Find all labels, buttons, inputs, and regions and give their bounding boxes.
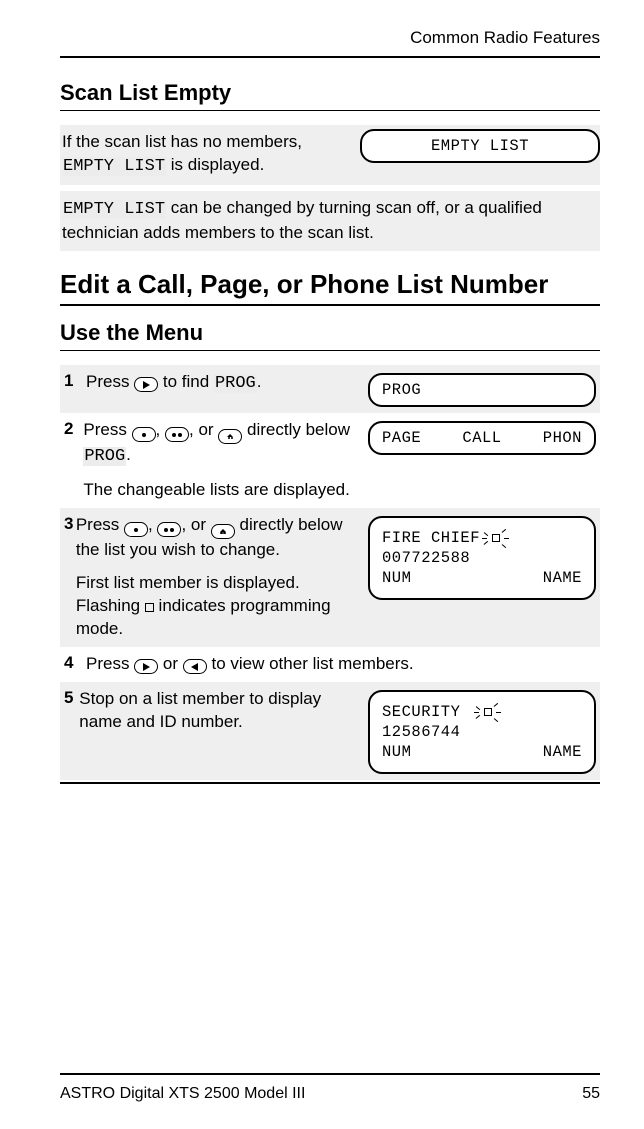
lcd-text: SECURITY <box>382 703 472 721</box>
text-fragment: If the scan list has no members, <box>62 132 302 151</box>
key-dot-icon <box>124 522 148 537</box>
lcd-fire-chief: FIRE CHIEF 007722588 NUM NAME <box>368 516 596 600</box>
lcd-text: 12586744 <box>382 723 460 741</box>
rule-end <box>60 782 600 784</box>
text-fragment: , or <box>189 420 218 439</box>
text-fragment: Press <box>83 420 131 439</box>
lcd-text: FIRE CHIEF <box>382 529 480 547</box>
lcd-empty-list: EMPTY LIST <box>360 129 600 163</box>
step-body-p2: The changeable lists are displayed. <box>83 479 364 502</box>
flash-icon <box>478 705 498 719</box>
lcd-security: SECURITY 12586744 NUM NAME <box>368 690 596 774</box>
lcd-text: PROG <box>382 381 421 399</box>
key-nav-left-icon <box>183 659 207 674</box>
text-fragment: is displayed. <box>166 155 264 174</box>
section1-title: Scan List Empty <box>60 80 600 106</box>
section1-para1: If the scan list has no members, EMPTY L… <box>60 125 350 185</box>
chapter-header: Common Radio Features <box>60 28 600 48</box>
step-2: 2 Press , , or directly below PROG. The … <box>60 413 600 508</box>
key-tri-icon <box>218 429 242 444</box>
step-3: 3 Press , , or directly below the list y… <box>60 508 600 647</box>
step-num: 3 <box>64 514 76 641</box>
text-fragment: , <box>148 515 157 534</box>
lcd-text: NUM <box>382 569 411 587</box>
text-fragment: , <box>156 420 165 439</box>
section2-subtitle: Use the Menu <box>60 320 600 346</box>
text-fragment: , or <box>181 515 210 534</box>
key-dotdot-icon <box>157 522 181 537</box>
text-fragment: . <box>126 445 131 464</box>
step-5: 5 Stop on a list member to display name … <box>60 682 600 780</box>
text-fragment: Press <box>76 515 124 534</box>
step-4: 4 Press or to view other list members. <box>60 647 600 682</box>
section1-para1-row: If the scan list has no members, EMPTY L… <box>60 125 600 185</box>
code-prog: PROG <box>214 374 257 393</box>
key-dot-icon <box>132 427 156 442</box>
step-body-p: Stop on a list member to display name an… <box>79 688 364 734</box>
text-fragment: . <box>257 372 262 391</box>
page-footer: ASTRO Digital XTS 2500 Model III 55 <box>60 1085 600 1103</box>
step-num: 5 <box>64 688 79 734</box>
key-nav-right-icon <box>134 377 158 392</box>
programming-box-icon <box>145 603 154 612</box>
step-num: 4 <box>64 653 86 676</box>
rule-sect1 <box>60 110 600 111</box>
footer-page-number: 55 <box>582 1085 600 1103</box>
text-fragment: to find <box>158 372 214 391</box>
rule-footer <box>60 1073 600 1075</box>
text-fragment: Press <box>86 372 134 391</box>
code-empty-list: EMPTY LIST <box>62 157 166 176</box>
lcd-text: NAME <box>543 569 582 587</box>
code-prog: PROG <box>83 447 126 466</box>
code-empty-list: EMPTY LIST <box>62 200 166 219</box>
step-num: 2 <box>64 419 83 502</box>
key-nav-right-icon <box>134 659 158 674</box>
rule-sect2b <box>60 350 600 351</box>
step-1: 1 Press to find PROG. PROG <box>60 365 600 413</box>
lcd-text: EMPTY LIST <box>431 137 529 155</box>
lcd-text: PAGE <box>382 429 421 447</box>
lcd-text: 007722588 <box>382 549 470 567</box>
lcd-text: CALL <box>462 429 501 447</box>
lcd-text: PHON <box>543 429 582 447</box>
key-dotdot-icon <box>165 427 189 442</box>
lcd-page-call-phon: PAGE CALL PHON <box>368 421 596 455</box>
text-fragment: directly below <box>242 420 350 439</box>
rule-top <box>60 56 600 58</box>
key-tri-icon <box>211 524 235 539</box>
step-num: 1 <box>64 371 86 396</box>
section1-display-col: EMPTY LIST <box>360 125 600 163</box>
text-fragment: to view other list members. <box>207 654 414 673</box>
section1-para2: EMPTY LIST can be changed by turning sca… <box>60 191 600 251</box>
rule-sect2 <box>60 304 600 306</box>
section1-para2-row: EMPTY LIST can be changed by turning sca… <box>60 191 600 251</box>
footer-left: ASTRO Digital XTS 2500 Model III <box>60 1085 305 1103</box>
text-fragment: or <box>158 654 183 673</box>
flash-icon <box>486 531 506 545</box>
lcd-prog: PROG <box>368 373 596 407</box>
text-fragment: Press <box>86 654 134 673</box>
section2-title: Edit a Call, Page, or Phone List Number <box>60 269 600 300</box>
manual-page: Common Radio Features Scan List Empty If… <box>0 0 644 1129</box>
lcd-text: NAME <box>543 743 582 761</box>
lcd-text: NUM <box>382 743 411 761</box>
